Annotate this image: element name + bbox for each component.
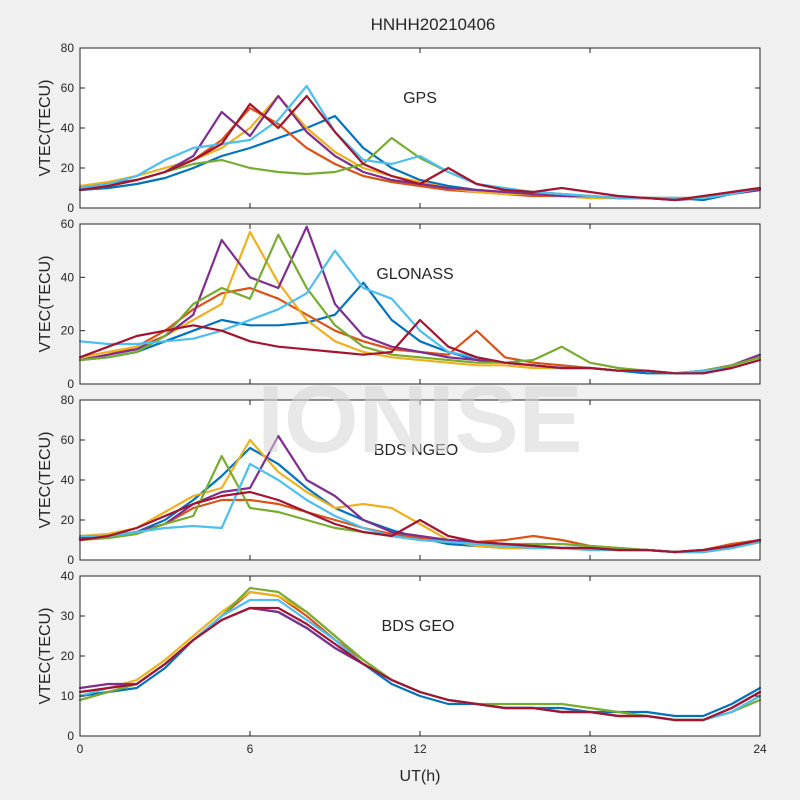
panel-label: GPS [403, 90, 437, 107]
panel-4: 0 10 20 30 40 0 6 12 18 24 VTEC(TECU) BDS GEO [37, 569, 767, 756]
y-tick-label: 80 [61, 41, 75, 55]
y-axis-label: VTEC(TECU) [37, 80, 54, 177]
panel-label: GLONASS [376, 266, 453, 283]
series-line-7 [78, 490, 762, 554]
watermark: IONISE [257, 366, 582, 473]
y-tick-label: 20 [61, 513, 75, 527]
panel-1: 0 20 40 60 80 VTEC(TECU) GPS [37, 41, 762, 215]
x-tick-label: 6 [247, 742, 254, 756]
plot-area [80, 576, 760, 736]
y-tick-label: 0 [67, 377, 74, 391]
y-tick-label: 20 [61, 649, 75, 663]
y-tick-label: 30 [61, 609, 75, 623]
y-tick-label: 80 [61, 393, 75, 407]
y-axis-label: VTEC(TECU) [37, 432, 54, 529]
y-tick-label: 40 [61, 121, 75, 135]
series-line-7 [78, 318, 762, 375]
y-axis-label: VTEC(TECU) [37, 256, 54, 353]
series-line-7 [78, 94, 762, 202]
panel-2: 0 20 40 60 VTEC(TECU) GLONASS [37, 217, 762, 391]
y-tick-label: 20 [61, 324, 75, 338]
y-axis-label: VTEC(TECU) [37, 608, 54, 705]
y-tick-label: 40 [61, 270, 75, 284]
y-tick-label: 60 [61, 217, 75, 231]
y-tick-label: 0 [67, 729, 74, 743]
x-tick-label: 12 [413, 742, 427, 756]
x-tick-label: 18 [583, 742, 597, 756]
x-axis-label: UT(h) [400, 768, 441, 785]
x-tick-label: 0 [77, 742, 84, 756]
y-tick-label: 0 [67, 201, 74, 215]
y-tick-label: 10 [61, 689, 75, 703]
panel-label: BDS NGEO [374, 442, 458, 459]
x-tick-label: 24 [753, 742, 767, 756]
series-line-7 [78, 606, 762, 722]
y-tick-label: 60 [61, 433, 75, 447]
panel-3: 0 20 40 60 80 VTEC(TECU) BDS NGEO [37, 393, 762, 567]
y-tick-label: 40 [61, 473, 75, 487]
y-tick-label: 0 [67, 553, 74, 567]
y-tick-label: 20 [61, 161, 75, 175]
figure-title: HNHH20210406 [371, 15, 496, 34]
y-tick-label: 60 [61, 81, 75, 95]
panel-label: BDS GEO [382, 618, 455, 635]
y-tick-label: 40 [61, 569, 75, 583]
series-line-1 [78, 281, 762, 375]
plot-area [80, 400, 760, 560]
